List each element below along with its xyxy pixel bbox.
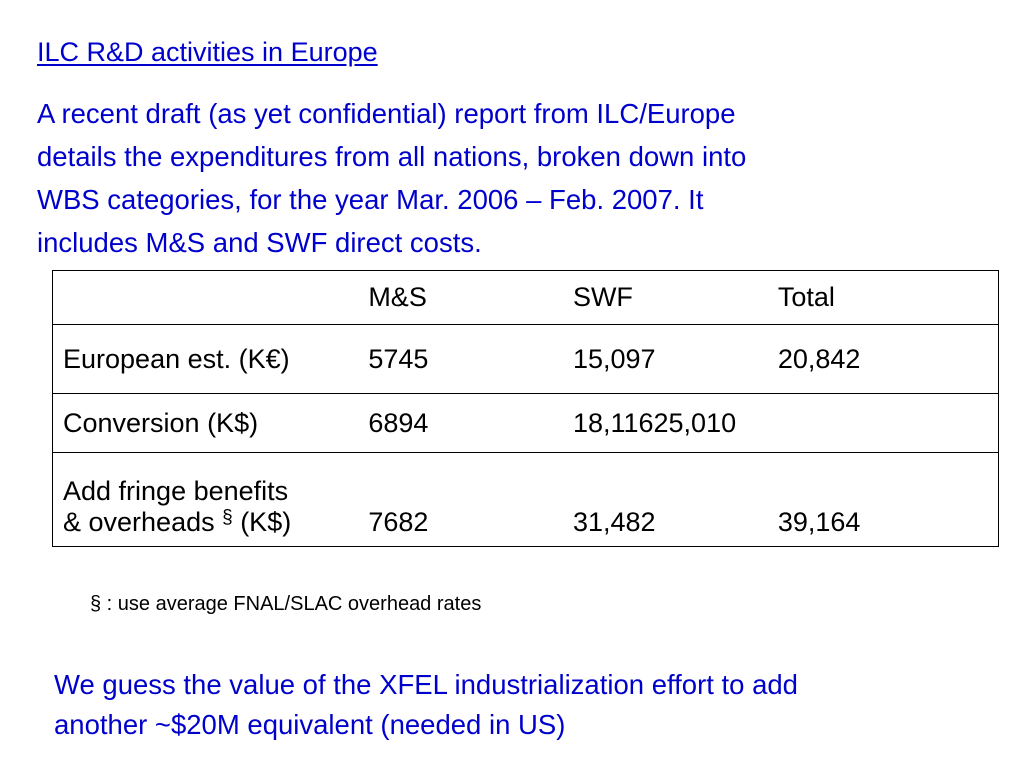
footnote: § : use average FNAL/SLAC overhead rates bbox=[90, 593, 482, 615]
cell-swf: 15,097 bbox=[562, 324, 768, 394]
intro-line: WBS categories, for the year Mar. 2006 –… bbox=[37, 184, 704, 215]
cell-total bbox=[767, 393, 999, 453]
intro-paragraph: A recent draft (as yet confidential) rep… bbox=[37, 92, 997, 264]
cell-ms: 5745 bbox=[358, 324, 563, 394]
closing-paragraph: We guess the value of the XFEL industria… bbox=[54, 665, 1014, 745]
row-label: Add fringe benefits & overheads § (K$) bbox=[52, 452, 359, 547]
row-label-line1: Add fringe benefits bbox=[63, 476, 289, 506]
closing-line: another ~$20M equivalent (needed in US) bbox=[54, 709, 566, 740]
row-label-line2: & overheads § (K$) bbox=[63, 507, 358, 538]
table-header-row: M&S SWF Total bbox=[52, 270, 999, 325]
table-row: Add fringe benefits & overheads § (K$) 7… bbox=[52, 452, 999, 547]
intro-line: includes M&S and SWF direct costs. bbox=[37, 227, 482, 258]
cell-total: 39,164 bbox=[767, 452, 999, 547]
table-row: Conversion (K$) 6894 18,11625,010 bbox=[52, 393, 999, 453]
row-label: Conversion (K$) bbox=[52, 393, 359, 453]
row-label-line2-pre: & overheads bbox=[63, 507, 223, 537]
closing-line: We guess the value of the XFEL industria… bbox=[54, 669, 798, 700]
expenditure-table: M&S SWF Total European est. (K€) 5745 15… bbox=[52, 270, 999, 547]
header-cell-ms: M&S bbox=[358, 270, 563, 325]
intro-line: details the expenditures from all nation… bbox=[37, 141, 747, 172]
header-cell-swf: SWF bbox=[562, 270, 768, 325]
intro-line: A recent draft (as yet confidential) rep… bbox=[37, 98, 736, 129]
cell-total: 20,842 bbox=[767, 324, 999, 394]
slide-title: ILC R&D activities in Europe bbox=[37, 37, 378, 67]
cell-swf: 18,11625,010 bbox=[562, 393, 768, 453]
header-cell-empty bbox=[52, 270, 359, 325]
cell-swf: 31,482 bbox=[562, 452, 768, 547]
section-mark: § bbox=[222, 507, 233, 528]
table-row: European est. (K€) 5745 15,097 20,842 bbox=[52, 324, 999, 394]
row-label: European est. (K€) bbox=[52, 324, 359, 394]
row-label-line2-post: (K$) bbox=[232, 507, 292, 537]
header-cell-total: Total bbox=[767, 270, 999, 325]
cell-ms: 6894 bbox=[358, 393, 563, 453]
cell-ms: 7682 bbox=[358, 452, 563, 547]
